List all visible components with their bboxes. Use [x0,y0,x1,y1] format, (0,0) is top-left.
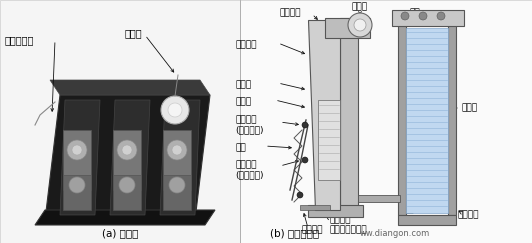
Bar [163,130,191,190]
Bar [406,28,448,213]
Bar [63,130,91,190]
Bar [318,100,340,180]
Text: (常闭触点): (常闭触点) [235,170,263,179]
Text: 拉簧: 拉簧 [235,143,246,152]
Polygon shape [308,20,340,210]
Text: 工作板: 工作板 [235,97,251,106]
Text: 可动触点: 可动触点 [302,225,323,234]
Bar [398,215,456,225]
Bar [63,175,91,210]
Circle shape [169,177,185,193]
Text: 复位挡杆: 复位挡杆 [279,8,301,17]
Circle shape [72,145,82,155]
Circle shape [297,192,303,198]
Polygon shape [45,95,210,220]
Circle shape [437,12,445,20]
Circle shape [354,19,366,31]
Bar [398,20,406,215]
Text: (常开触点): (常开触点) [235,125,263,134]
Text: (a) 外观图: (a) 外观图 [102,228,138,238]
Text: 热元件: 热元件 [462,104,478,113]
Polygon shape [110,100,150,215]
Text: 调节钮: 调节钮 [125,28,143,38]
Polygon shape [300,205,330,210]
Bar [163,175,191,210]
Text: 固定触点: 固定触点 [235,115,256,124]
Text: 双金属片: 双金属片 [458,210,479,219]
Text: 接头: 接头 [410,8,420,17]
Polygon shape [50,80,210,95]
Circle shape [302,122,308,128]
Bar [448,20,456,215]
Circle shape [348,13,372,37]
Text: 补偿周围: 补偿周围 [330,215,352,224]
Text: 调节钮: 调节钮 [352,2,368,11]
Bar [325,18,370,38]
Circle shape [117,140,137,160]
Circle shape [401,12,409,20]
Bar [0,0,240,243]
Circle shape [67,140,87,160]
Text: ww.diangon.com: ww.diangon.com [360,229,430,238]
Circle shape [69,177,85,193]
Text: 温度的双金属片: 温度的双金属片 [330,225,368,234]
Polygon shape [60,100,100,215]
Bar [113,130,141,190]
Bar [340,18,358,213]
Bar [113,175,141,210]
Bar [392,10,464,26]
Circle shape [161,96,189,124]
Bar [308,205,363,217]
Circle shape [122,145,132,155]
Circle shape [419,12,427,20]
Text: (b) 内部结构图: (b) 内部结构图 [270,228,319,238]
Polygon shape [160,100,200,215]
Circle shape [168,103,182,117]
Text: 控制杆: 控制杆 [235,80,251,89]
Bar [240,0,532,243]
Text: 主电路接头: 主电路接头 [5,35,35,45]
Circle shape [119,177,135,193]
Text: 共通端子: 共通端子 [235,40,256,49]
Circle shape [172,145,182,155]
Circle shape [167,140,187,160]
Circle shape [302,157,308,163]
Polygon shape [35,210,215,225]
Bar [358,195,400,202]
Text: 固定触点: 固定触点 [235,160,256,169]
Text: 推板: 推板 [403,205,414,214]
